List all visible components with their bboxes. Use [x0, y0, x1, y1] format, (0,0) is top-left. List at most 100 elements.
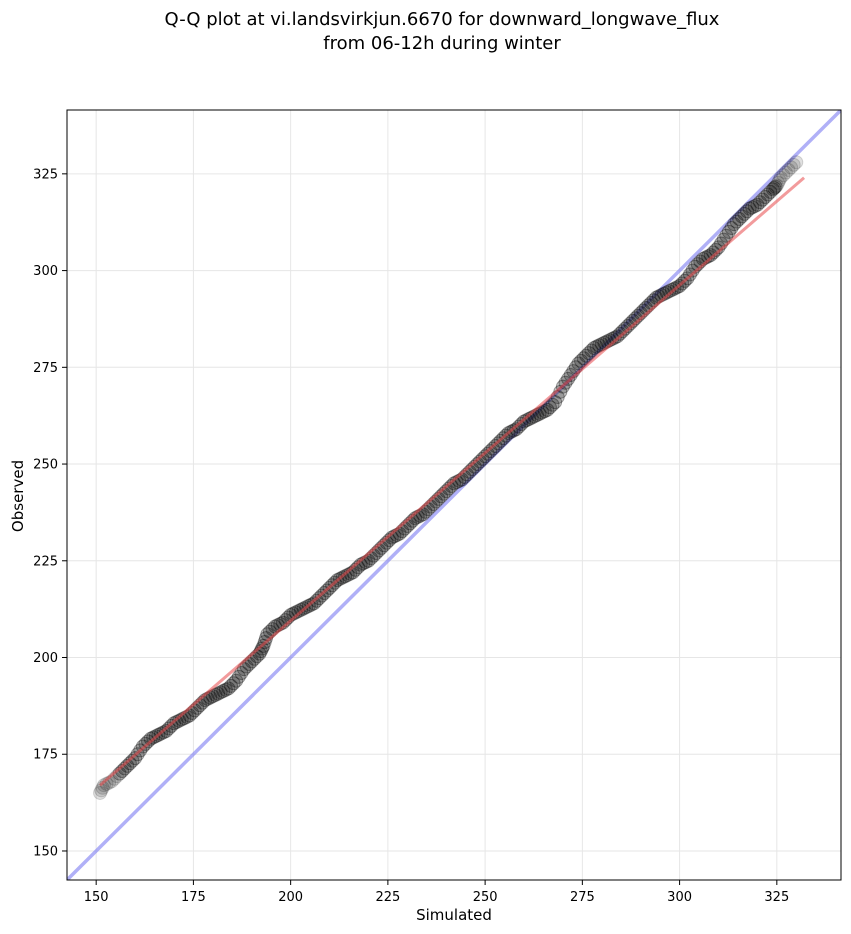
- qq-point: [768, 179, 783, 194]
- qq-point: [771, 175, 786, 190]
- qq-point: [571, 356, 586, 371]
- qq-point: [592, 338, 607, 353]
- qq-point: [211, 686, 226, 701]
- qq-point: [747, 199, 762, 214]
- qq-point: [778, 165, 793, 180]
- qq-point: [519, 413, 534, 428]
- qq-point: [612, 326, 627, 341]
- qq-point: [685, 263, 700, 278]
- x-tick-label: 325: [764, 890, 789, 905]
- qq-point: [721, 224, 736, 239]
- qq-point: [750, 197, 765, 212]
- qq-point: [169, 715, 184, 730]
- qq-point: [234, 665, 249, 680]
- qq-point: [255, 641, 270, 656]
- qq-point: [737, 206, 752, 221]
- qq-point: [93, 785, 108, 800]
- qq-point: [208, 687, 223, 702]
- axes-frame: [66, 109, 842, 881]
- qq-point: [576, 351, 591, 366]
- qq-point: [729, 214, 744, 229]
- y-tick-label: 250: [33, 458, 58, 473]
- qq-point: [535, 405, 550, 420]
- qq-point: [610, 329, 625, 344]
- qq-point: [758, 190, 773, 205]
- qq-point: [511, 419, 526, 434]
- qq-point: [703, 248, 718, 263]
- qq-point: [789, 155, 804, 170]
- qq-point: [226, 676, 241, 691]
- chart-title-line-1: Q-Q plot at vi.landsvirkjun.6670 for dow…: [165, 9, 720, 30]
- qq-point: [213, 685, 228, 700]
- axes: [66, 109, 842, 881]
- plot-area: [67, 110, 841, 880]
- qq-point: [229, 673, 244, 688]
- qq-point: [537, 404, 552, 419]
- tick-labels: 150 175 200 225 250 275 300 325 150 175 200 225 250 2…: [33, 167, 789, 905]
- qq-point: [125, 753, 140, 768]
- qq-point: [231, 669, 246, 684]
- qq-point: [224, 678, 239, 693]
- y-tick-label: 225: [33, 554, 58, 569]
- qq-point: [141, 734, 156, 749]
- x-tick-label: 225: [375, 890, 400, 905]
- y-tick-label: 300: [33, 264, 58, 279]
- x-tick-label: 300: [667, 890, 692, 905]
- qq-point: [340, 567, 355, 582]
- qq-point: [159, 724, 174, 739]
- qq-point: [161, 721, 176, 736]
- qq-point: [727, 217, 742, 232]
- qq-point: [742, 201, 757, 216]
- qq-point: [760, 187, 775, 202]
- qq-point: [732, 211, 747, 226]
- chart-title-line-2: from 06-12h during winter: [323, 33, 561, 54]
- qq-point: [776, 168, 791, 183]
- qq-point: [618, 321, 633, 336]
- y-tick-label: 150: [33, 844, 58, 859]
- qq-point: [291, 604, 306, 619]
- qq-point: [615, 324, 630, 339]
- y-tick-label: 275: [33, 361, 58, 376]
- qq-point: [480, 446, 495, 461]
- qq-point: [514, 417, 529, 432]
- qq-point: [548, 395, 563, 410]
- qq-point: [706, 245, 721, 260]
- x-tick-label: 150: [84, 890, 109, 905]
- qq-point: [128, 751, 143, 766]
- qq-point: [745, 200, 760, 215]
- y-axis-label: Observed: [9, 460, 27, 532]
- qq-point: [767, 181, 782, 196]
- x-tick-label: 275: [570, 890, 595, 905]
- qq-point: [763, 184, 778, 199]
- qq-point: [574, 353, 589, 368]
- qq-point: [478, 449, 493, 464]
- qq-point: [769, 178, 784, 193]
- qq-point: [781, 162, 796, 177]
- qq-point: [589, 339, 604, 354]
- qq-point: [483, 444, 498, 459]
- qq-point: [584, 343, 599, 358]
- grid-layer: [67, 110, 841, 880]
- qq-point: [719, 228, 734, 243]
- qq-point: [447, 476, 461, 491]
- qq-point: [542, 400, 557, 415]
- y-tick-label: 325: [33, 167, 58, 182]
- qq-point: [765, 182, 780, 197]
- qq-point: [218, 682, 233, 697]
- qq-point: [662, 284, 677, 299]
- qq-point: [740, 204, 755, 219]
- fit-line: [99, 176, 806, 787]
- qq-point: [221, 681, 236, 696]
- qq-point: [755, 192, 770, 207]
- qq-point: [752, 195, 767, 210]
- qq-point: [607, 330, 622, 345]
- qq-point: [540, 402, 555, 417]
- qq-point: [216, 684, 231, 699]
- x-tick-label: 250: [473, 890, 498, 905]
- y-tick-label: 200: [33, 651, 58, 666]
- x-tick-label: 175: [181, 890, 206, 905]
- qq-point: [306, 596, 321, 611]
- qq-point: [773, 170, 788, 185]
